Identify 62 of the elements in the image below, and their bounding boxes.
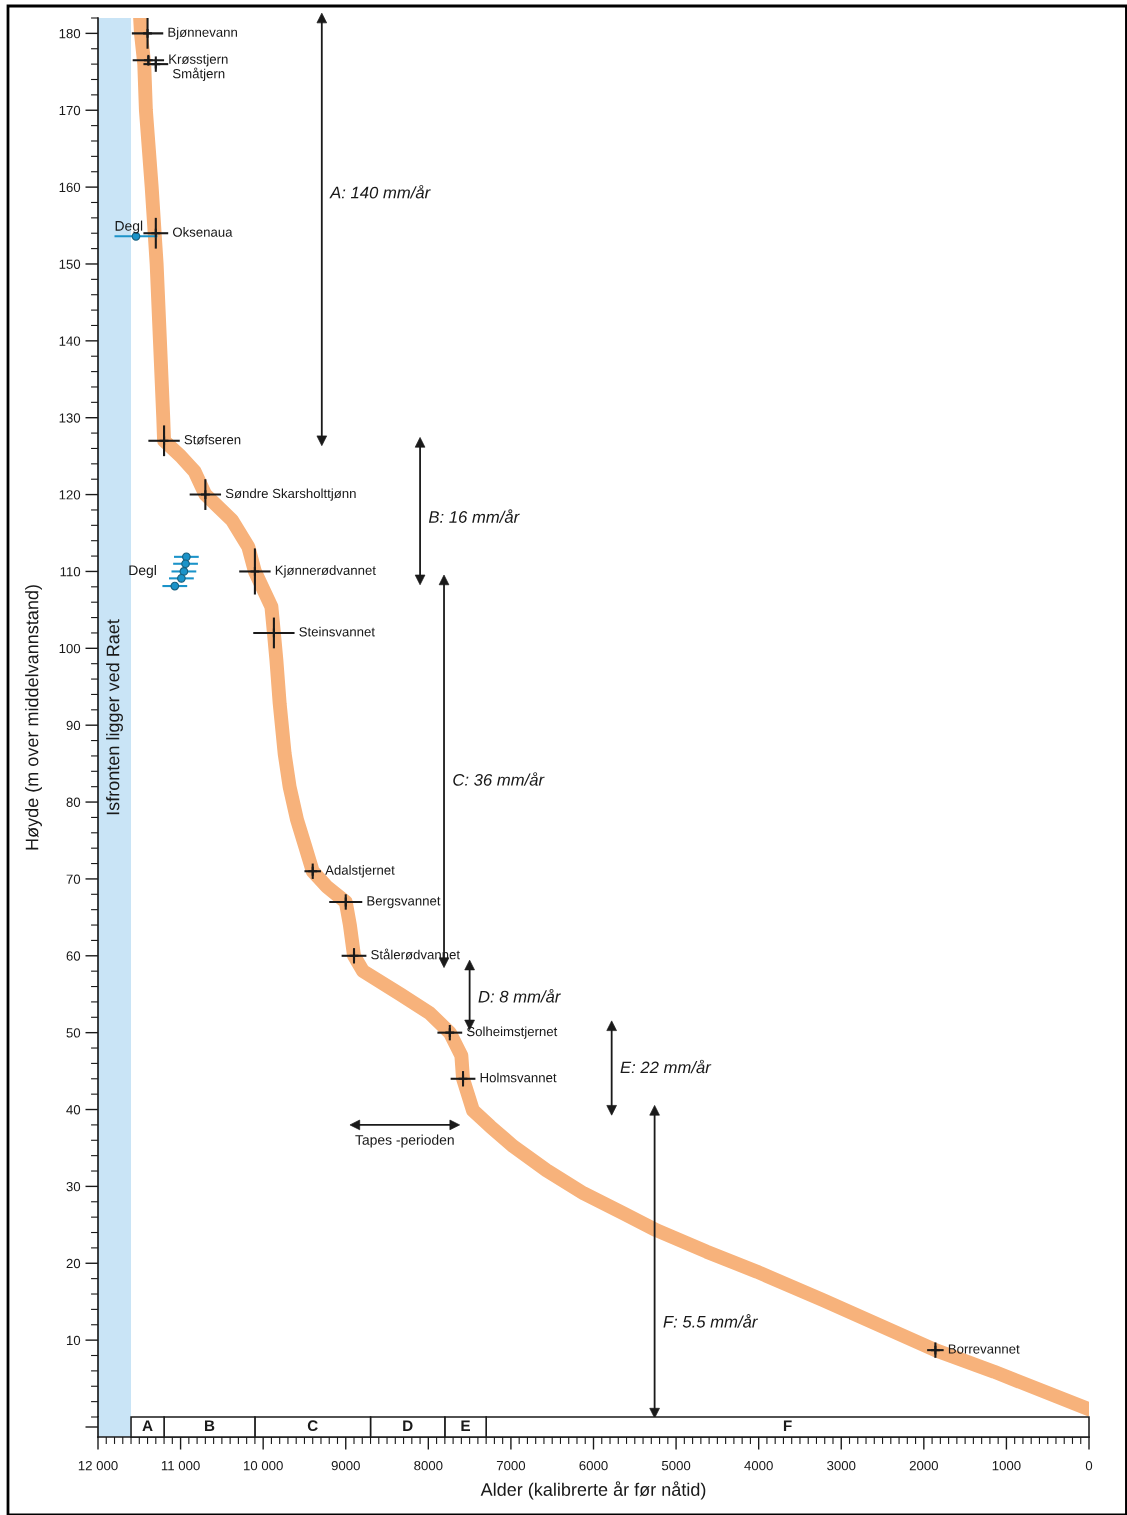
series-label: Tapes -perioden (355, 1134, 454, 1148)
y-tick-label: 90 (66, 720, 81, 731)
series-label: E (461, 1420, 470, 1431)
annotation: Støfseren (184, 434, 241, 445)
y-axis-title: Høyde (m over middelvannstand) (25, 585, 42, 850)
x-tick-label: 12 000 (78, 1460, 118, 1471)
y-tick-label: 10 (66, 1335, 81, 1346)
y-tick-label: 100 (59, 643, 81, 654)
annotation: Søndre Skarsholttjønn (225, 488, 356, 501)
x-axis-title: Alder (kalibrerte år før nåtid) (480, 1481, 706, 1500)
x-tick-label: 8000 (414, 1460, 443, 1471)
annotation: Kjønnerødvannet (275, 565, 376, 578)
x-tick-label: 11 000 (161, 1460, 200, 1471)
band-label: Isfronten ligger ved Raet (106, 619, 123, 815)
series-label: F (783, 1420, 792, 1431)
annotation: D: 8 mm/år (478, 988, 561, 1003)
x-tick-label: 7000 (496, 1460, 526, 1471)
annotation: Krøsstjern (169, 54, 228, 67)
y-tick-label: 120 (59, 490, 81, 500)
x-tick-label: 10 000 (244, 1460, 283, 1471)
annotation: Bjønnevann (168, 27, 237, 40)
y-tick-label: 130 (59, 413, 81, 423)
annotation: Oksenaua (172, 227, 233, 237)
annotation: E: 22 mm/år (620, 1059, 712, 1074)
annotation: A: 140 mm/år (329, 184, 431, 199)
annotation: F: 5.5 mm/år (663, 1314, 758, 1328)
annotation: C: 36 mm/år (453, 772, 545, 786)
x-tick-label: 1000 (992, 1460, 1021, 1471)
annotation: Degl (115, 220, 143, 234)
annotation: Adalstjernet (325, 865, 395, 878)
x-tick-label: 3000 (827, 1460, 856, 1471)
x-tick-label: 0 (1085, 1460, 1093, 1471)
y-tick-label: 50 (66, 1028, 81, 1038)
x-tick-label: 5000 (661, 1460, 691, 1471)
x-tick-label: 9000 (331, 1460, 360, 1471)
y-tick-label: 160 (59, 182, 81, 193)
y-tick-label: 20 (66, 1258, 81, 1269)
x-tick-label: 6000 (579, 1460, 608, 1471)
series-label: B (204, 1420, 215, 1431)
x-tick-label: 2000 (909, 1460, 938, 1471)
x-tick-label: 4000 (744, 1460, 773, 1471)
annotation: B: 16 mm/år (428, 509, 520, 523)
y-tick-label: 70 (66, 874, 81, 884)
annotation: Bergsvannet (367, 896, 441, 909)
series-label: A (142, 1420, 153, 1431)
series-label: D (403, 1420, 413, 1431)
y-tick-label: 140 (59, 336, 81, 346)
y-tick-label: 60 (66, 951, 81, 961)
annotation: Borrevannet (948, 1344, 1020, 1354)
y-tick-label: 40 (66, 1105, 81, 1115)
annotation: Holmsvannet (480, 1072, 557, 1083)
annotation: Steinsvannet (299, 626, 375, 637)
annotation: Degl (129, 564, 156, 578)
y-tick-label: 80 (66, 797, 81, 807)
y-tick-label: 170 (59, 105, 81, 116)
y-tick-label: 150 (59, 259, 81, 269)
annotation: Småtjern (172, 67, 225, 81)
annotation: Solheimstjernet (466, 1026, 558, 1039)
y-tick-label: 110 (60, 567, 81, 577)
y-tick-label: 180 (59, 28, 81, 39)
series-label: C (307, 1420, 318, 1432)
y-tick-label: 30 (66, 1181, 81, 1192)
